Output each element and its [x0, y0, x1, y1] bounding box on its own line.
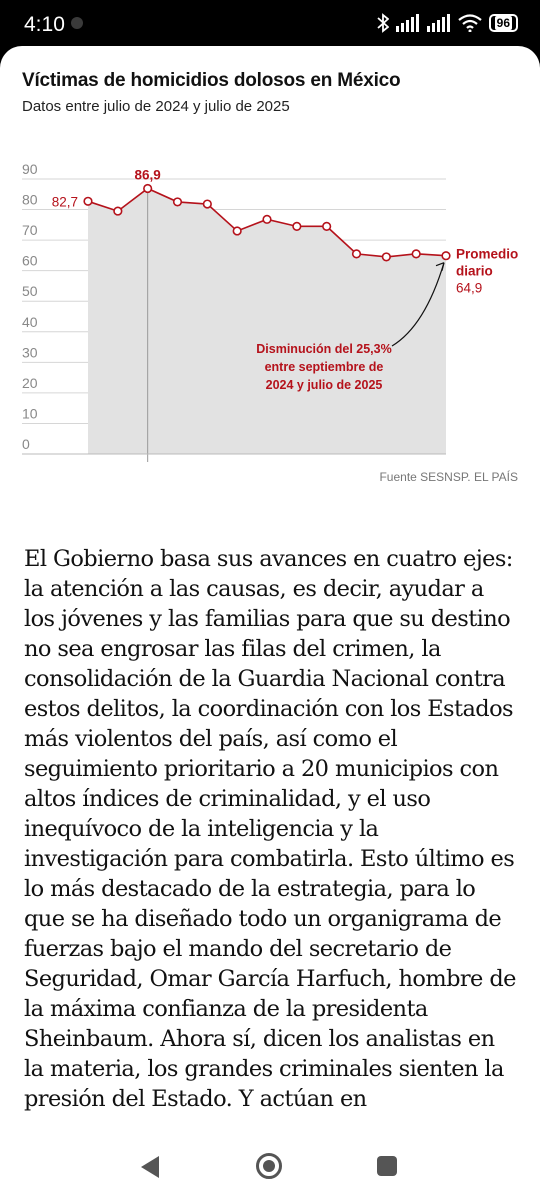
status-time: 4:10	[24, 13, 65, 36]
bluetooth-icon	[377, 13, 389, 33]
annotation-arrowhead	[435, 262, 445, 271]
y-tick-label: 0	[22, 436, 30, 452]
data-point	[381, 252, 391, 262]
article-paragraph: El Gobierno basa sus avances en cuatro e…	[24, 546, 516, 1112]
data-point	[172, 197, 183, 207]
scroll-edge	[0, 1124, 540, 1138]
y-tick-label: 60	[22, 253, 38, 269]
chart-subtitle: Datos entre julio de 2024 y julio de 202…	[22, 98, 290, 115]
data-label: 86,9	[135, 167, 161, 182]
article-screen[interactable]: Víctimas de homicidios dolosos en México…	[0, 46, 540, 1138]
y-tick-label: 90	[22, 161, 38, 177]
end-label-value: 64,9	[456, 281, 482, 296]
data-point	[143, 183, 153, 194]
signal-icon	[395, 14, 419, 32]
back-icon[interactable]	[141, 1156, 159, 1178]
data-point	[262, 214, 272, 224]
y-tick-label: 20	[22, 375, 38, 391]
y-tick-label: 40	[22, 314, 38, 330]
data-point	[113, 206, 123, 216]
recents-icon[interactable]	[377, 1156, 397, 1176]
signal-icon	[426, 14, 450, 32]
wifi-icon	[457, 14, 482, 32]
data-point	[322, 221, 332, 231]
annotation-text: 2024 y julio de 2025	[266, 378, 383, 392]
y-tick-label: 70	[22, 222, 38, 238]
area-fill	[88, 188, 446, 454]
navigation-bar	[0, 1138, 540, 1200]
annotation-text: Disminución del 25,3%	[256, 342, 391, 356]
data-label: 82,7	[52, 194, 78, 209]
end-label-title: diario	[456, 264, 493, 279]
status-icons: 96	[377, 11, 518, 35]
y-tick-label: 30	[22, 344, 38, 360]
data-point	[351, 249, 362, 259]
status-bar: 4:10 96	[0, 0, 540, 46]
data-point	[441, 251, 451, 261]
data-point	[202, 199, 212, 209]
data-point	[232, 226, 242, 236]
annotation-text: entre septiembre de	[265, 360, 384, 374]
y-tick-label: 10	[22, 405, 38, 421]
data-point	[83, 196, 93, 206]
y-tick-label: 80	[22, 192, 38, 208]
y-tick-label: 50	[22, 283, 38, 299]
notification-dot-icon	[71, 17, 83, 29]
battery-level: 96	[494, 16, 512, 30]
home-icon[interactable]	[256, 1153, 282, 1179]
data-point	[292, 221, 302, 231]
chart-title: Víctimas de homicidios dolosos en México	[22, 70, 401, 91]
line-chart: 0102030405060708090jul2024octene2025abrj…	[22, 161, 518, 462]
data-point	[411, 249, 421, 259]
chart-source: Fuente SESNSP. EL PAÍS	[379, 470, 518, 484]
battery-icon: 96	[488, 14, 518, 32]
annotation-arrow	[391, 262, 445, 347]
end-label-title: Promedio	[456, 247, 518, 262]
